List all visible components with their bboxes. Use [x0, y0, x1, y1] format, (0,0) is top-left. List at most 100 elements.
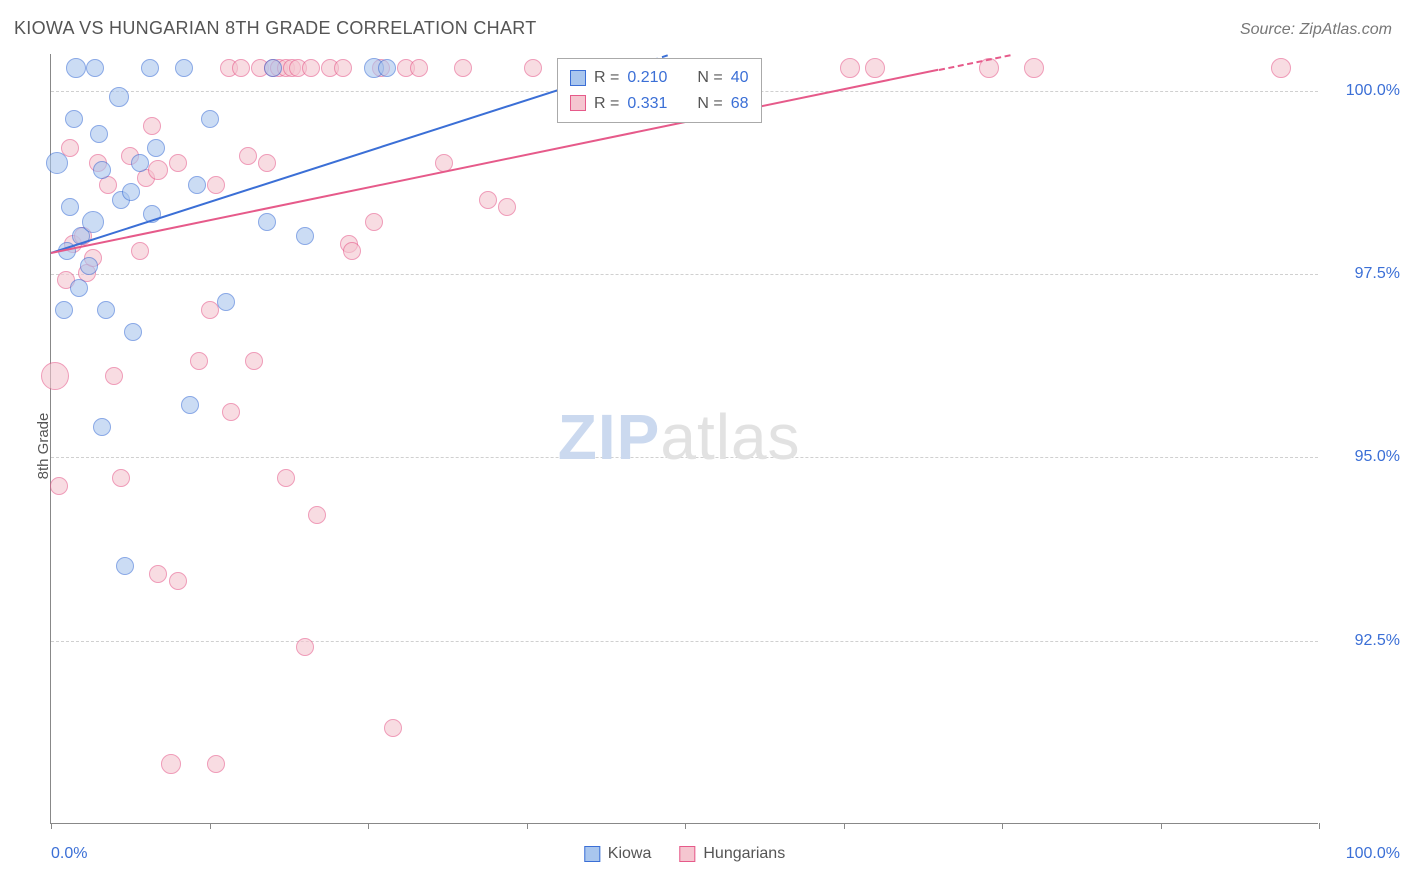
- x-tick-label: 100.0%: [1346, 845, 1400, 863]
- marker-kiowa: [70, 279, 88, 297]
- marker-kiowa: [147, 139, 165, 157]
- marker-kiowa: [122, 183, 140, 201]
- stats-legend: R = 0.210N = 40R = 0.331N = 68: [557, 58, 762, 123]
- marker-hungarians: [149, 565, 167, 583]
- marker-kiowa: [82, 211, 104, 233]
- marker-hungarians: [207, 176, 225, 194]
- chart-header: KIOWA VS HUNGARIAN 8TH GRADE CORRELATION…: [14, 18, 1392, 39]
- marker-hungarians: [524, 59, 542, 77]
- marker-hungarians: [190, 352, 208, 370]
- watermark: ZIPatlas: [558, 400, 801, 474]
- stats-legend-row: R = 0.331 N = 68: [570, 91, 749, 117]
- marker-hungarians: [50, 477, 68, 495]
- marker-kiowa: [217, 293, 235, 311]
- marker-hungarians: [131, 242, 149, 260]
- marker-kiowa: [97, 301, 115, 319]
- chart-title: KIOWA VS HUNGARIAN 8TH GRADE CORRELATION…: [14, 18, 537, 39]
- marker-hungarians: [840, 58, 860, 78]
- marker-kiowa: [61, 198, 79, 216]
- marker-hungarians: [41, 362, 69, 390]
- x-tick: [844, 823, 845, 829]
- marker-kiowa: [55, 301, 73, 319]
- legend-swatch: [570, 95, 586, 111]
- marker-hungarians: [410, 59, 428, 77]
- marker-hungarians: [277, 469, 295, 487]
- legend-r-label: R =: [594, 91, 619, 117]
- grid-line: [51, 457, 1318, 458]
- marker-kiowa: [93, 418, 111, 436]
- legend-swatch: [679, 846, 695, 862]
- marker-hungarians: [296, 638, 314, 656]
- marker-hungarians: [222, 403, 240, 421]
- x-tick-label: 0.0%: [51, 845, 87, 863]
- marker-hungarians: [479, 191, 497, 209]
- marker-kiowa: [66, 58, 86, 78]
- marker-hungarians: [148, 160, 168, 180]
- marker-hungarians: [1271, 58, 1291, 78]
- marker-kiowa: [141, 59, 159, 77]
- marker-hungarians: [384, 719, 402, 737]
- legend-r-value: 0.210: [627, 65, 667, 91]
- legend-n-label: N =: [697, 65, 722, 91]
- chart-container: KIOWA VS HUNGARIAN 8TH GRADE CORRELATION…: [0, 0, 1406, 892]
- marker-hungarians: [105, 367, 123, 385]
- marker-kiowa: [80, 257, 98, 275]
- marker-hungarians: [365, 213, 383, 231]
- y-tick-label: 92.5%: [1330, 632, 1400, 650]
- marker-hungarians: [334, 59, 352, 77]
- marker-hungarians: [169, 572, 187, 590]
- x-tick: [1002, 823, 1003, 829]
- y-tick-label: 100.0%: [1330, 82, 1400, 100]
- marker-hungarians: [245, 352, 263, 370]
- marker-hungarians: [302, 59, 320, 77]
- marker-kiowa: [90, 125, 108, 143]
- series-legend-label: Hungarians: [703, 845, 785, 863]
- marker-kiowa: [188, 176, 206, 194]
- x-tick: [51, 823, 52, 829]
- marker-kiowa: [378, 59, 396, 77]
- marker-kiowa: [296, 227, 314, 245]
- marker-hungarians: [308, 506, 326, 524]
- marker-hungarians: [201, 301, 219, 319]
- marker-hungarians: [239, 147, 257, 165]
- legend-n-value: 68: [731, 91, 749, 117]
- marker-hungarians: [232, 59, 250, 77]
- marker-kiowa: [131, 154, 149, 172]
- series-legend-item: Kiowa: [584, 845, 652, 863]
- x-tick: [685, 823, 686, 829]
- marker-hungarians: [143, 117, 161, 135]
- marker-hungarians: [865, 58, 885, 78]
- marker-kiowa: [175, 59, 193, 77]
- marker-kiowa: [124, 323, 142, 341]
- marker-hungarians: [258, 154, 276, 172]
- x-tick: [1319, 823, 1320, 829]
- marker-hungarians: [454, 59, 472, 77]
- marker-kiowa: [201, 110, 219, 128]
- marker-kiowa: [93, 161, 111, 179]
- series-legend-item: Hungarians: [679, 845, 785, 863]
- stats-legend-row: R = 0.210N = 40: [570, 65, 749, 91]
- marker-kiowa: [65, 110, 83, 128]
- marker-hungarians: [207, 755, 225, 773]
- marker-hungarians: [498, 198, 516, 216]
- marker-kiowa: [109, 87, 129, 107]
- chart-source: Source: ZipAtlas.com: [1240, 21, 1392, 39]
- marker-kiowa: [86, 59, 104, 77]
- legend-swatch: [584, 846, 600, 862]
- marker-kiowa: [181, 396, 199, 414]
- marker-kiowa: [264, 59, 282, 77]
- marker-hungarians: [1024, 58, 1044, 78]
- grid-line: [51, 274, 1318, 275]
- marker-kiowa: [116, 557, 134, 575]
- plot-area: 92.5%95.0%97.5%100.0%0.0%100.0%ZIPatlasR…: [50, 54, 1318, 824]
- marker-kiowa: [46, 152, 68, 174]
- x-tick: [210, 823, 211, 829]
- legend-n-label: N =: [697, 91, 722, 117]
- x-tick: [1161, 823, 1162, 829]
- marker-kiowa: [258, 213, 276, 231]
- y-tick-label: 95.0%: [1330, 448, 1400, 466]
- marker-hungarians: [112, 469, 130, 487]
- legend-r-value: 0.331: [627, 91, 667, 117]
- x-tick: [527, 823, 528, 829]
- series-legend-label: Kiowa: [608, 845, 652, 863]
